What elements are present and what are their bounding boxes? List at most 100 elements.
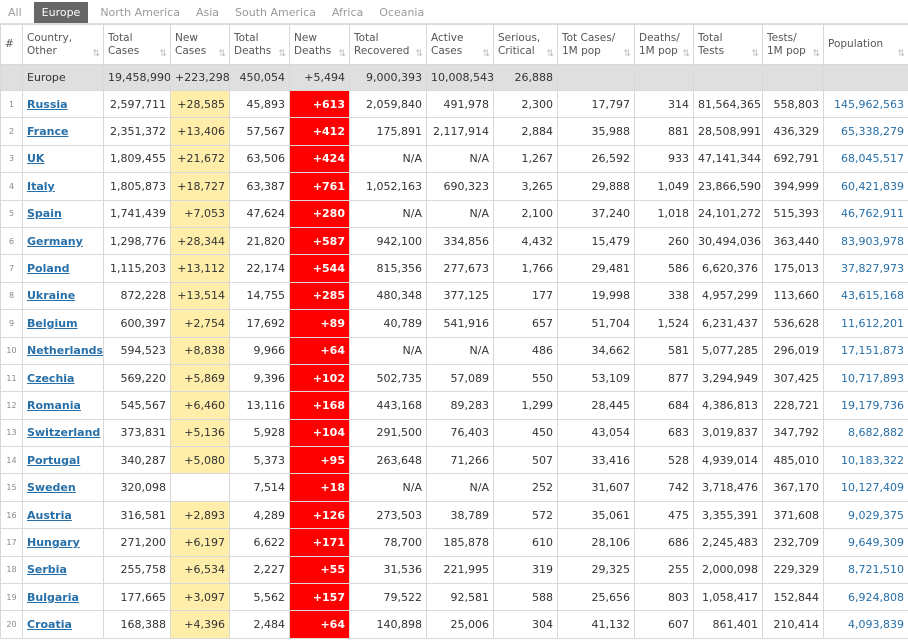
population-link[interactable]: 60,421,839	[841, 179, 904, 193]
new-cases: +7,053	[170, 199, 230, 228]
sort-icon[interactable]: ⇅	[338, 49, 346, 59]
column-header[interactable]: Population ⇅	[823, 24, 908, 65]
country-cell: Ukraine	[22, 281, 104, 311]
tab-oceania[interactable]: Oceania	[379, 6, 425, 19]
column-header[interactable]: New Cases ⇅	[170, 24, 230, 65]
sort-icon[interactable]: ⇅	[159, 49, 167, 59]
country-link[interactable]: Switzerland	[27, 426, 101, 440]
column-header[interactable]: Total Recovered ⇅	[349, 24, 427, 65]
population-link[interactable]: 10,183,322	[841, 453, 904, 467]
country-link[interactable]: Hungary	[27, 535, 80, 549]
population-link[interactable]: 10,717,893	[841, 371, 904, 385]
sort-icon[interactable]: ⇅	[218, 49, 226, 59]
sort-icon[interactable]: ⇅	[415, 49, 423, 59]
tests-per-million: 229,329	[762, 555, 824, 585]
sort-icon[interactable]: ⇅	[92, 49, 100, 59]
new-deaths: +95	[289, 446, 350, 475]
column-header[interactable]: Total Tests ⇅	[693, 24, 763, 65]
sort-icon[interactable]: ⇅	[682, 49, 690, 59]
column-header[interactable]: Total Deaths ⇅	[229, 24, 290, 65]
column-header-label: #	[5, 38, 14, 50]
tab-africa[interactable]: Africa	[331, 6, 364, 19]
column-header[interactable]: Tot Cases/1M pop ⇅	[557, 24, 635, 65]
country-link[interactable]: Ukraine	[27, 289, 76, 303]
table-header: # Country, Other ⇅ Total Cases ⇅ New Cases ⇅ Total…	[0, 24, 908, 65]
country-link[interactable]: Netherlands	[27, 344, 104, 358]
population-link[interactable]: 9,649,309	[848, 535, 904, 549]
column-header-label: Total	[234, 31, 259, 44]
tab-all[interactable]: All	[8, 6, 22, 19]
column-header-label: Serious,	[498, 31, 541, 44]
country-link[interactable]: Romania	[27, 398, 81, 412]
total-index	[0, 64, 23, 91]
country-link[interactable]: Portugal	[27, 453, 81, 467]
population-cell: 10,183,322	[823, 446, 908, 475]
column-header[interactable]: Active Cases ⇅	[426, 24, 494, 65]
sort-icon[interactable]: ⇅	[546, 49, 554, 59]
population-link[interactable]: 37,827,973	[841, 262, 904, 276]
population-link[interactable]: 9,029,375	[848, 508, 904, 522]
population-link[interactable]: 10,127,409	[841, 481, 904, 495]
deaths-per-million: 338	[634, 281, 694, 311]
country-link[interactable]: Germany	[27, 234, 83, 248]
country-link[interactable]: Serbia	[27, 563, 67, 577]
country-link[interactable]: Croatia	[27, 618, 72, 632]
country-link[interactable]: Spain	[27, 207, 62, 221]
country-link[interactable]: Italy	[27, 179, 55, 193]
population-link[interactable]: 145,962,563	[834, 97, 904, 111]
tab-north-america[interactable]: North America	[100, 6, 180, 19]
table-row: 15 Sweden 320,098 7,514 +18 N/A N/A 252 31,607 74…	[0, 473, 908, 502]
new-deaths: +157	[289, 583, 350, 612]
new-deaths: +104	[289, 418, 350, 448]
row-index: 4	[0, 172, 23, 201]
population-link[interactable]: 8,682,882	[848, 426, 904, 440]
country-cell: Sweden	[22, 473, 104, 502]
population-link[interactable]: 19,179,736	[841, 398, 904, 412]
population-link[interactable]: 4,093,839	[848, 618, 904, 632]
column-header[interactable]: New Deaths ⇅	[289, 24, 350, 65]
country-link[interactable]: Czechia	[27, 371, 75, 385]
serious-critical: 550	[493, 363, 558, 393]
sort-icon[interactable]: ⇅	[751, 49, 759, 59]
country-link[interactable]: Russia	[27, 97, 68, 111]
total-recovered: 480,348	[349, 281, 427, 311]
tab-europe[interactable]: Europe	[33, 2, 89, 23]
country-link[interactable]: UK	[27, 152, 45, 166]
sort-icon[interactable]: ⇅	[623, 49, 631, 59]
sort-icon[interactable]: ⇅	[897, 49, 905, 59]
population-link[interactable]: 17,151,873	[841, 344, 904, 358]
population-link[interactable]: 83,903,978	[841, 234, 904, 248]
active-cases: 377,125	[426, 281, 494, 311]
new-deaths: +171	[289, 528, 350, 557]
population-link[interactable]: 43,615,168	[841, 289, 904, 303]
tab-asia[interactable]: Asia	[195, 6, 220, 19]
sort-icon[interactable]: ⇅	[812, 49, 820, 59]
country-cell: Croatia	[22, 610, 104, 639]
column-header[interactable]: Deaths/1M pop ⇅	[634, 24, 694, 65]
country-link[interactable]: Belgium	[27, 316, 78, 330]
active-cases: 89,283	[426, 391, 494, 420]
tab-south-america[interactable]: South America	[235, 6, 316, 19]
population-link[interactable]: 68,045,517	[841, 152, 904, 166]
total-cases: 373,831	[103, 418, 171, 448]
population-link[interactable]: 8,721,510	[848, 563, 904, 577]
country-link[interactable]: France	[27, 125, 69, 139]
country-link[interactable]: Austria	[27, 508, 72, 522]
population-link[interactable]: 65,338,279	[841, 125, 904, 139]
column-header[interactable]: Tests/1M pop ⇅	[762, 24, 824, 65]
column-header[interactable]: #	[0, 24, 23, 65]
sort-icon[interactable]: ⇅	[278, 49, 286, 59]
country-link[interactable]: Sweden	[27, 481, 76, 495]
sort-icon[interactable]: ⇅	[482, 49, 490, 59]
column-header[interactable]: Country, Other ⇅	[22, 24, 104, 65]
column-header[interactable]: Serious, Critical ⇅	[493, 24, 558, 65]
population-link[interactable]: 11,612,201	[841, 316, 904, 330]
population-link[interactable]: 46,762,911	[841, 207, 904, 221]
column-header[interactable]: Total Cases ⇅	[103, 24, 171, 65]
deaths-per-million: 686	[634, 528, 694, 557]
country-link[interactable]: Poland	[27, 262, 70, 276]
country-link[interactable]: Bulgaria	[27, 590, 79, 604]
population-link[interactable]: 6,924,808	[848, 590, 904, 604]
continent-total-row: Europe 19,458,990 +223,298 450,054 +5,49…	[0, 64, 908, 91]
country-cell: Spain	[22, 199, 104, 228]
